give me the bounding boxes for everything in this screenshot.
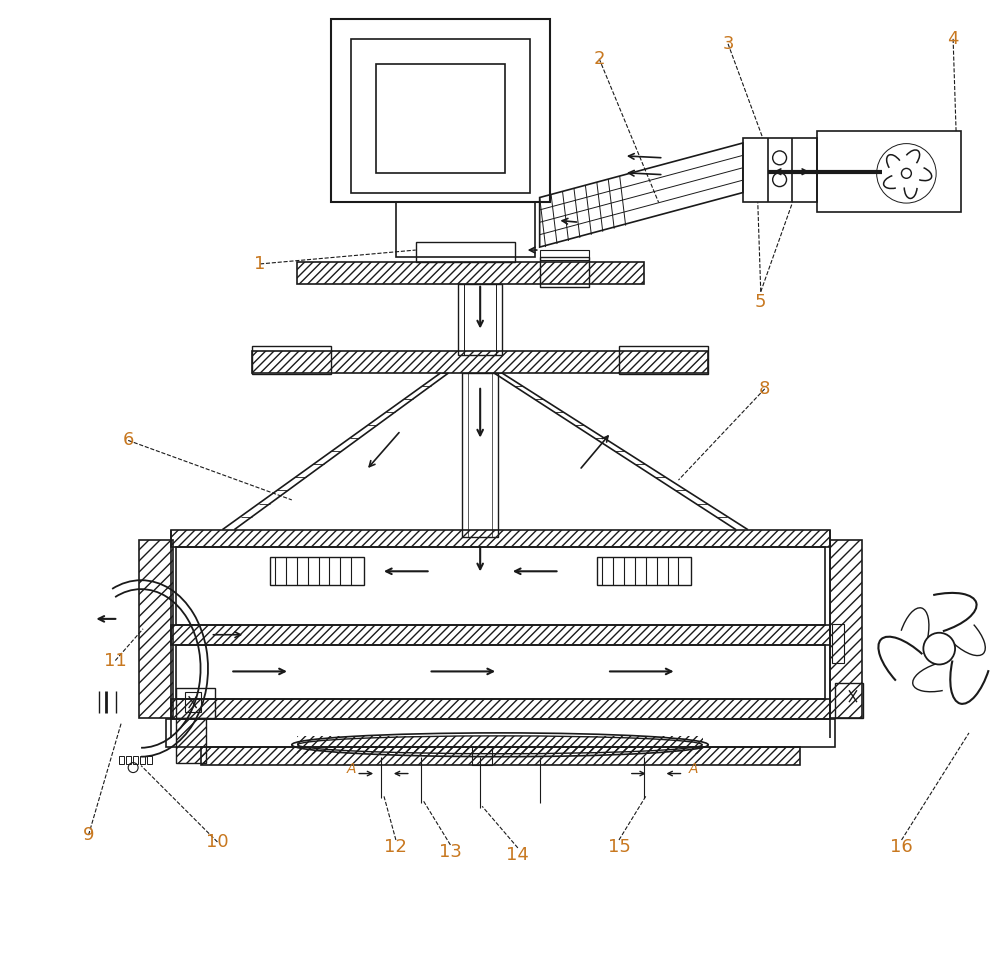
- Circle shape: [923, 633, 955, 664]
- Bar: [147, 755, 152, 764]
- Bar: [166, 719, 835, 746]
- Bar: [126, 755, 131, 764]
- Bar: [396, 202, 535, 257]
- Text: 12: 12: [384, 838, 407, 856]
- Bar: [171, 625, 830, 645]
- Text: 9: 9: [83, 826, 94, 844]
- Bar: [817, 131, 961, 212]
- Bar: [176, 547, 825, 625]
- Bar: [830, 539, 862, 718]
- Bar: [351, 39, 530, 192]
- Bar: [297, 736, 703, 753]
- Text: 14: 14: [506, 846, 529, 864]
- Bar: [252, 351, 708, 373]
- Bar: [331, 19, 550, 202]
- Bar: [472, 746, 492, 765]
- Bar: [139, 539, 173, 718]
- Bar: [297, 262, 644, 283]
- Text: 5: 5: [755, 292, 767, 311]
- Text: A: A: [347, 762, 356, 776]
- Circle shape: [901, 168, 911, 179]
- Bar: [540, 257, 589, 286]
- Text: 2: 2: [593, 50, 605, 67]
- Text: 16: 16: [890, 838, 913, 856]
- Bar: [540, 250, 589, 260]
- Bar: [270, 558, 364, 585]
- Bar: [252, 346, 331, 374]
- Text: A: A: [689, 762, 698, 776]
- Bar: [119, 755, 124, 764]
- Bar: [832, 624, 844, 663]
- Text: 11: 11: [104, 652, 127, 669]
- Bar: [743, 138, 817, 202]
- Text: 3: 3: [722, 35, 734, 53]
- Bar: [416, 242, 515, 262]
- Bar: [185, 693, 201, 712]
- Text: 8: 8: [759, 380, 770, 398]
- Bar: [176, 718, 206, 763]
- Text: 6: 6: [123, 432, 134, 449]
- Bar: [376, 64, 505, 173]
- Bar: [835, 683, 863, 718]
- Bar: [133, 755, 138, 764]
- Text: 4: 4: [947, 30, 959, 48]
- Bar: [176, 645, 825, 700]
- Bar: [171, 700, 830, 719]
- Bar: [140, 755, 145, 764]
- Bar: [458, 283, 502, 356]
- Text: 15: 15: [608, 838, 630, 856]
- Bar: [462, 373, 498, 536]
- Bar: [176, 688, 215, 718]
- Text: 1: 1: [254, 255, 266, 273]
- Text: 10: 10: [206, 833, 229, 851]
- Bar: [201, 746, 800, 765]
- Bar: [171, 530, 830, 547]
- Bar: [619, 346, 708, 374]
- Bar: [597, 558, 691, 585]
- Text: 13: 13: [439, 843, 462, 861]
